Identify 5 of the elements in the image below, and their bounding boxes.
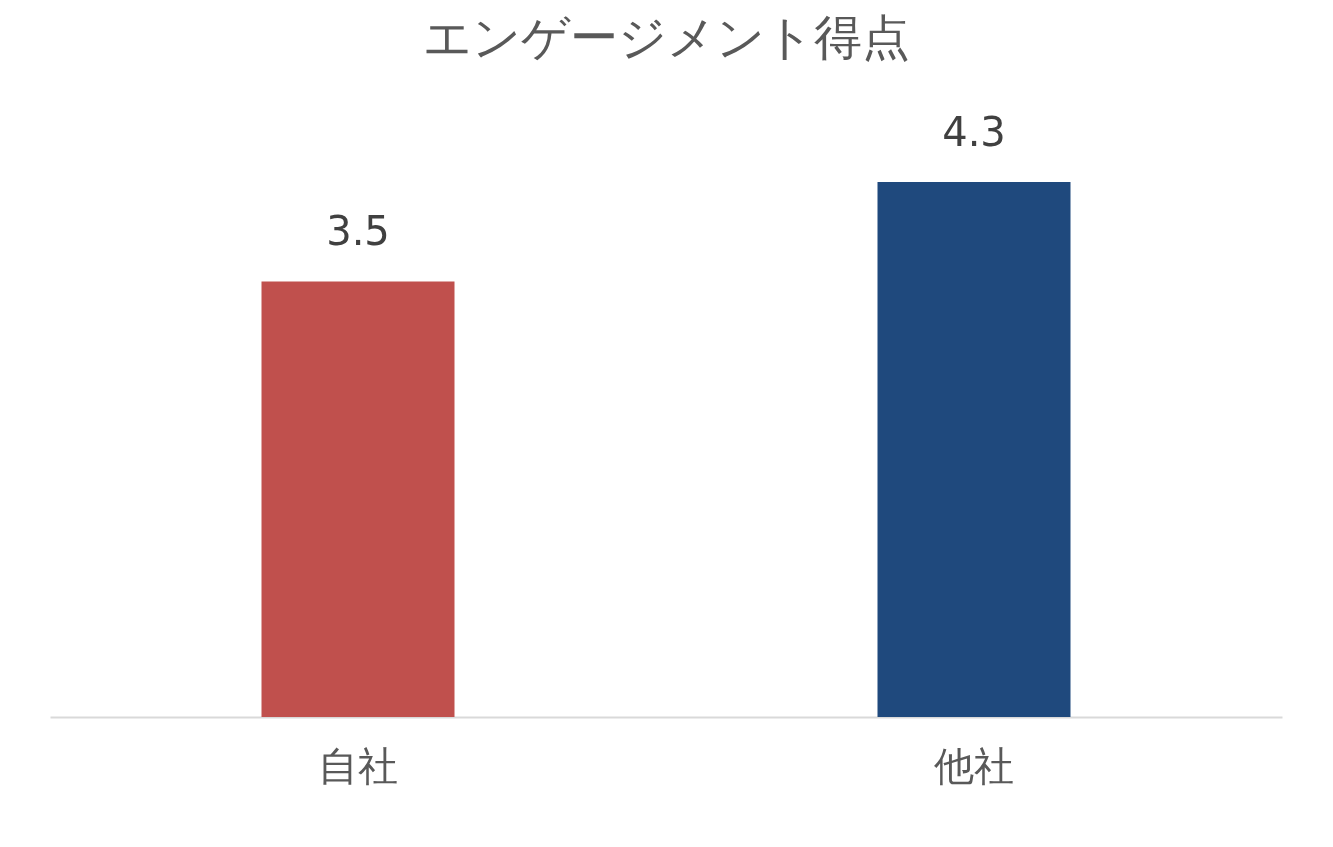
x-tick-label: 自社: [318, 742, 398, 789]
chart-title: エンゲージメント得点: [422, 8, 910, 65]
x-tick-label: 他社: [934, 742, 1014, 789]
data-label: 4.3: [942, 108, 1006, 155]
data-label: 3.5: [326, 208, 390, 255]
